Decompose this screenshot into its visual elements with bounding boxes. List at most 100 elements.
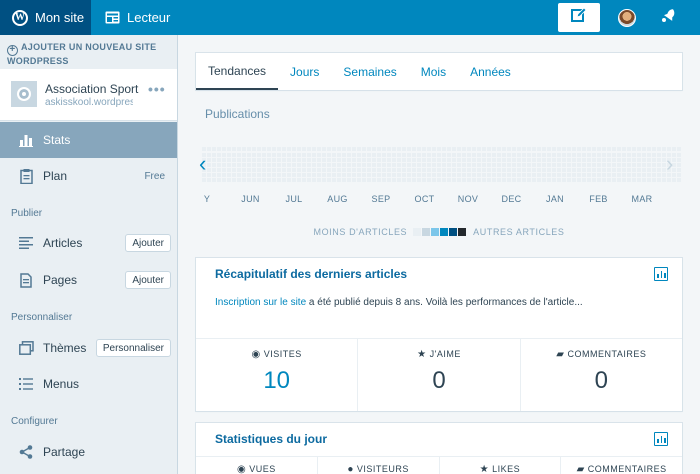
day-cell (257, 147, 261, 151)
masterbar: W Mon site Lecteur (0, 0, 700, 35)
stat-visitors[interactable]: ● VISITEURS (318, 457, 440, 474)
chart-icon[interactable] (654, 432, 668, 446)
day-cell (487, 168, 491, 172)
day-cell (502, 147, 506, 151)
day-cell (557, 173, 561, 177)
add-site-link[interactable]: + Ajouter un nouveau site WordPress (7, 42, 172, 66)
day-cell (627, 168, 631, 172)
tab-months[interactable]: Mois (420, 64, 447, 79)
day-cell (547, 173, 551, 177)
day-cell (557, 178, 561, 182)
sidebar-item-menus[interactable]: Menus (0, 366, 177, 402)
day-cell (537, 173, 541, 177)
sidebar-item-plan[interactable]: Plan Free (0, 158, 177, 194)
tab-trends[interactable]: Tendances (196, 53, 279, 90)
day-cell (492, 147, 496, 151)
day-cell (222, 163, 226, 167)
stat-views[interactable]: ◉ VUES (196, 457, 318, 474)
today-card: Statistiques du jour ◉ VUES ● VISITEURS ★ L… (196, 423, 682, 474)
today-title[interactable]: Statistiques du jour (215, 432, 328, 446)
tab-days[interactable]: Jours (290, 64, 320, 79)
tab-years[interactable]: Années (470, 64, 511, 79)
add-article-button[interactable]: Ajouter (125, 234, 171, 252)
sidebar-item-share[interactable]: Partage (0, 434, 177, 470)
day-cell (352, 153, 356, 157)
day-cell (312, 158, 316, 162)
day-cell (587, 173, 591, 177)
day-cell (522, 173, 526, 177)
day-cell (652, 178, 656, 182)
day-cell (472, 168, 476, 172)
day-cell (602, 163, 606, 167)
publications-chart: Publications ‹ › Y JUN JUL AUG SEP OCT NOV DEC J… (196, 91, 682, 245)
day-cell (542, 173, 546, 177)
month-label: NOV (457, 194, 479, 204)
day-cell (347, 158, 351, 162)
day-cell (287, 153, 291, 157)
stat-visits[interactable]: ◉ VISITES 10 (196, 339, 359, 411)
day-cell (212, 163, 216, 167)
day-cell (247, 153, 251, 157)
profile-button[interactable] (617, 0, 637, 35)
day-cell (442, 158, 446, 162)
post-link[interactable]: Inscription sur le site (215, 297, 307, 308)
day-cell (522, 163, 526, 167)
day-cell (467, 178, 471, 182)
customize-button[interactable]: Personnaliser (95, 339, 171, 357)
sidebar-item-pages[interactable]: Pages Ajouter (0, 262, 177, 298)
recap-title[interactable]: Récapitulatif des derniers articles (215, 267, 408, 281)
day-cell (202, 178, 206, 182)
day-cell (357, 153, 361, 157)
notifications-button[interactable] (658, 0, 678, 35)
day-cell (372, 173, 376, 177)
day-cell (332, 168, 336, 172)
my-site-button[interactable]: W Mon site (0, 0, 91, 35)
day-cell (232, 168, 236, 172)
day-cell (247, 158, 251, 162)
day-cell (622, 163, 626, 167)
day-cell (202, 147, 206, 151)
month-label: FEB (589, 194, 608, 204)
day-cell (227, 163, 231, 167)
sidebar-item-articles[interactable]: Articles Ajouter (0, 225, 177, 261)
day-cell (552, 147, 556, 151)
day-cell (217, 168, 221, 172)
ellipsis-icon[interactable]: ••• (148, 81, 166, 97)
day-cell (257, 178, 261, 182)
current-site[interactable]: Association Sportive askisskool.wordpres… (0, 69, 177, 121)
day-cell (582, 178, 586, 182)
day-cell (392, 168, 396, 172)
previous-arrow-icon[interactable]: ‹ (199, 151, 207, 176)
day-cell (592, 163, 596, 167)
day-cell (297, 168, 301, 172)
reader-button[interactable]: Lecteur (91, 0, 170, 35)
day-cell (292, 168, 296, 172)
day-cell (217, 178, 221, 182)
legend-more-label: Autres articles (473, 227, 565, 237)
day-cell (397, 168, 401, 172)
add-site-label: Ajouter un nouveau site WordPress (7, 42, 157, 66)
write-button[interactable] (558, 3, 600, 32)
stat-likes[interactable]: ★ LIKES (440, 457, 562, 474)
day-cell (672, 173, 676, 177)
plan-icon (18, 168, 34, 184)
tab-weeks[interactable]: Semaines (343, 64, 397, 79)
sidebar-item-themes[interactable]: Thèmes Personnaliser (0, 330, 177, 366)
day-cell (527, 153, 531, 157)
stat-comments[interactable]: ▰ COMMENTAIRES (561, 457, 682, 474)
chart-icon[interactable] (654, 267, 668, 281)
day-cell (232, 153, 236, 157)
day-cell (377, 173, 381, 177)
day-cell (412, 173, 416, 177)
day-cell (542, 147, 546, 151)
stat-value: 0 (432, 367, 446, 394)
day-cell (467, 173, 471, 177)
day-cell (297, 147, 301, 151)
next-arrow-icon[interactable]: › (666, 151, 674, 176)
day-cell (557, 158, 561, 162)
add-page-button[interactable]: Ajouter (125, 271, 171, 289)
month-label: AUG (327, 194, 348, 204)
sidebar-item-stats[interactable]: Stats (0, 122, 177, 158)
day-cell (217, 147, 221, 151)
day-cell (207, 173, 211, 177)
